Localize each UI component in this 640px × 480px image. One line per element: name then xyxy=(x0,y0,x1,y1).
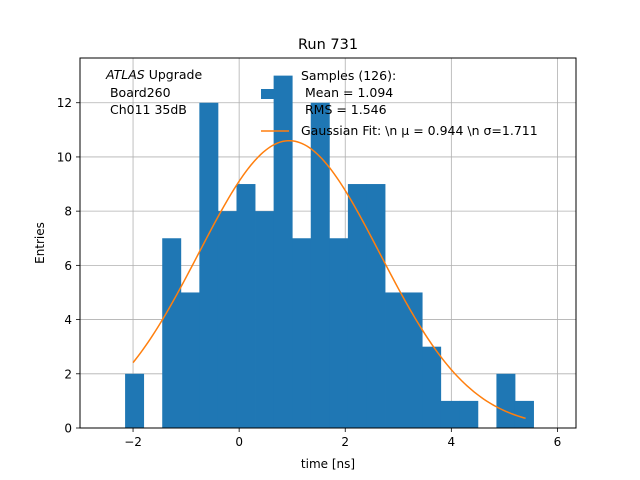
histogram-bar-3 xyxy=(199,102,219,428)
y-axis-label: Entries xyxy=(33,222,47,264)
x-tick-label-4: 6 xyxy=(554,435,562,449)
chart-title: Run 731 xyxy=(298,37,358,53)
annotation-italic: ATLAS xyxy=(105,67,145,82)
x-tick-label-3: 4 xyxy=(448,435,456,449)
annotation-upgrade: Upgrade xyxy=(145,67,203,82)
annotation-line-3: Ch011 35dB xyxy=(106,102,187,117)
histogram-bar-11 xyxy=(347,184,367,428)
fit-curve xyxy=(132,139,526,420)
histogram-bar-19 xyxy=(514,400,534,428)
histogram-bar-10 xyxy=(329,238,349,428)
histogram-bar-12 xyxy=(366,184,386,428)
histogram-bar-18 xyxy=(496,373,516,428)
histogram-bar-7 xyxy=(273,75,293,428)
annotation-line-2: Board260 xyxy=(106,85,171,100)
y-tick-label-5: 10 xyxy=(57,150,72,164)
legend-samples-line-1: Samples (126): xyxy=(301,68,396,83)
x-tick-label-2: 2 xyxy=(341,435,349,449)
y-tick-label-4: 8 xyxy=(64,205,72,219)
gaussian-fit xyxy=(132,139,526,420)
annotation-line-1: ATLAS Upgrade xyxy=(105,67,202,82)
histogram-bar-4 xyxy=(217,211,237,428)
legend-fit-label: Gaussian Fit: \n μ = 0.944 \n σ=1.711 xyxy=(301,123,538,138)
histogram-bar-13 xyxy=(385,292,404,428)
histogram-bar-5 xyxy=(236,184,256,428)
y-tick-label-3: 6 xyxy=(64,259,72,273)
y-axis-ticks: 0 2 4 6 8 10 12 xyxy=(57,96,80,436)
x-tick-label-1: 0 xyxy=(235,435,243,449)
histogram-bars xyxy=(125,75,534,428)
histogram-bar-9 xyxy=(310,102,330,428)
histogram-bar-16 xyxy=(440,400,460,428)
y-tick-label-0: 0 xyxy=(64,422,72,436)
y-tick-label-6: 12 xyxy=(57,96,72,110)
x-axis-ticks: −2 0 2 4 6 xyxy=(124,428,561,449)
histogram-bar-2 xyxy=(180,292,200,428)
histogram-bar-6 xyxy=(255,211,275,428)
legend-samples-line-3: RMS = 1.546 xyxy=(301,102,387,117)
axes-frame xyxy=(79,57,577,429)
x-axis-label: time [ns] xyxy=(301,457,355,471)
x-tick-label-0: −2 xyxy=(124,435,142,449)
histogram-bar-1 xyxy=(162,238,182,428)
atlas-annotation: ATLAS Upgrade Board260 Ch011 35dB xyxy=(105,67,202,117)
histogram-bar-0 xyxy=(125,373,145,428)
histogram-bar-17 xyxy=(459,400,479,428)
histogram-bar-15 xyxy=(422,346,442,428)
legend: Samples (126): Mean = 1.094 RMS = 1.546 … xyxy=(261,68,538,138)
legend-histogram-swatch xyxy=(261,89,289,99)
histogram-bar-14 xyxy=(403,292,423,428)
legend-samples-line-2: Mean = 1.094 xyxy=(301,85,393,100)
histogram-bar-8 xyxy=(292,238,312,428)
y-tick-label-1: 2 xyxy=(64,367,72,381)
y-tick-label-2: 4 xyxy=(64,313,72,327)
